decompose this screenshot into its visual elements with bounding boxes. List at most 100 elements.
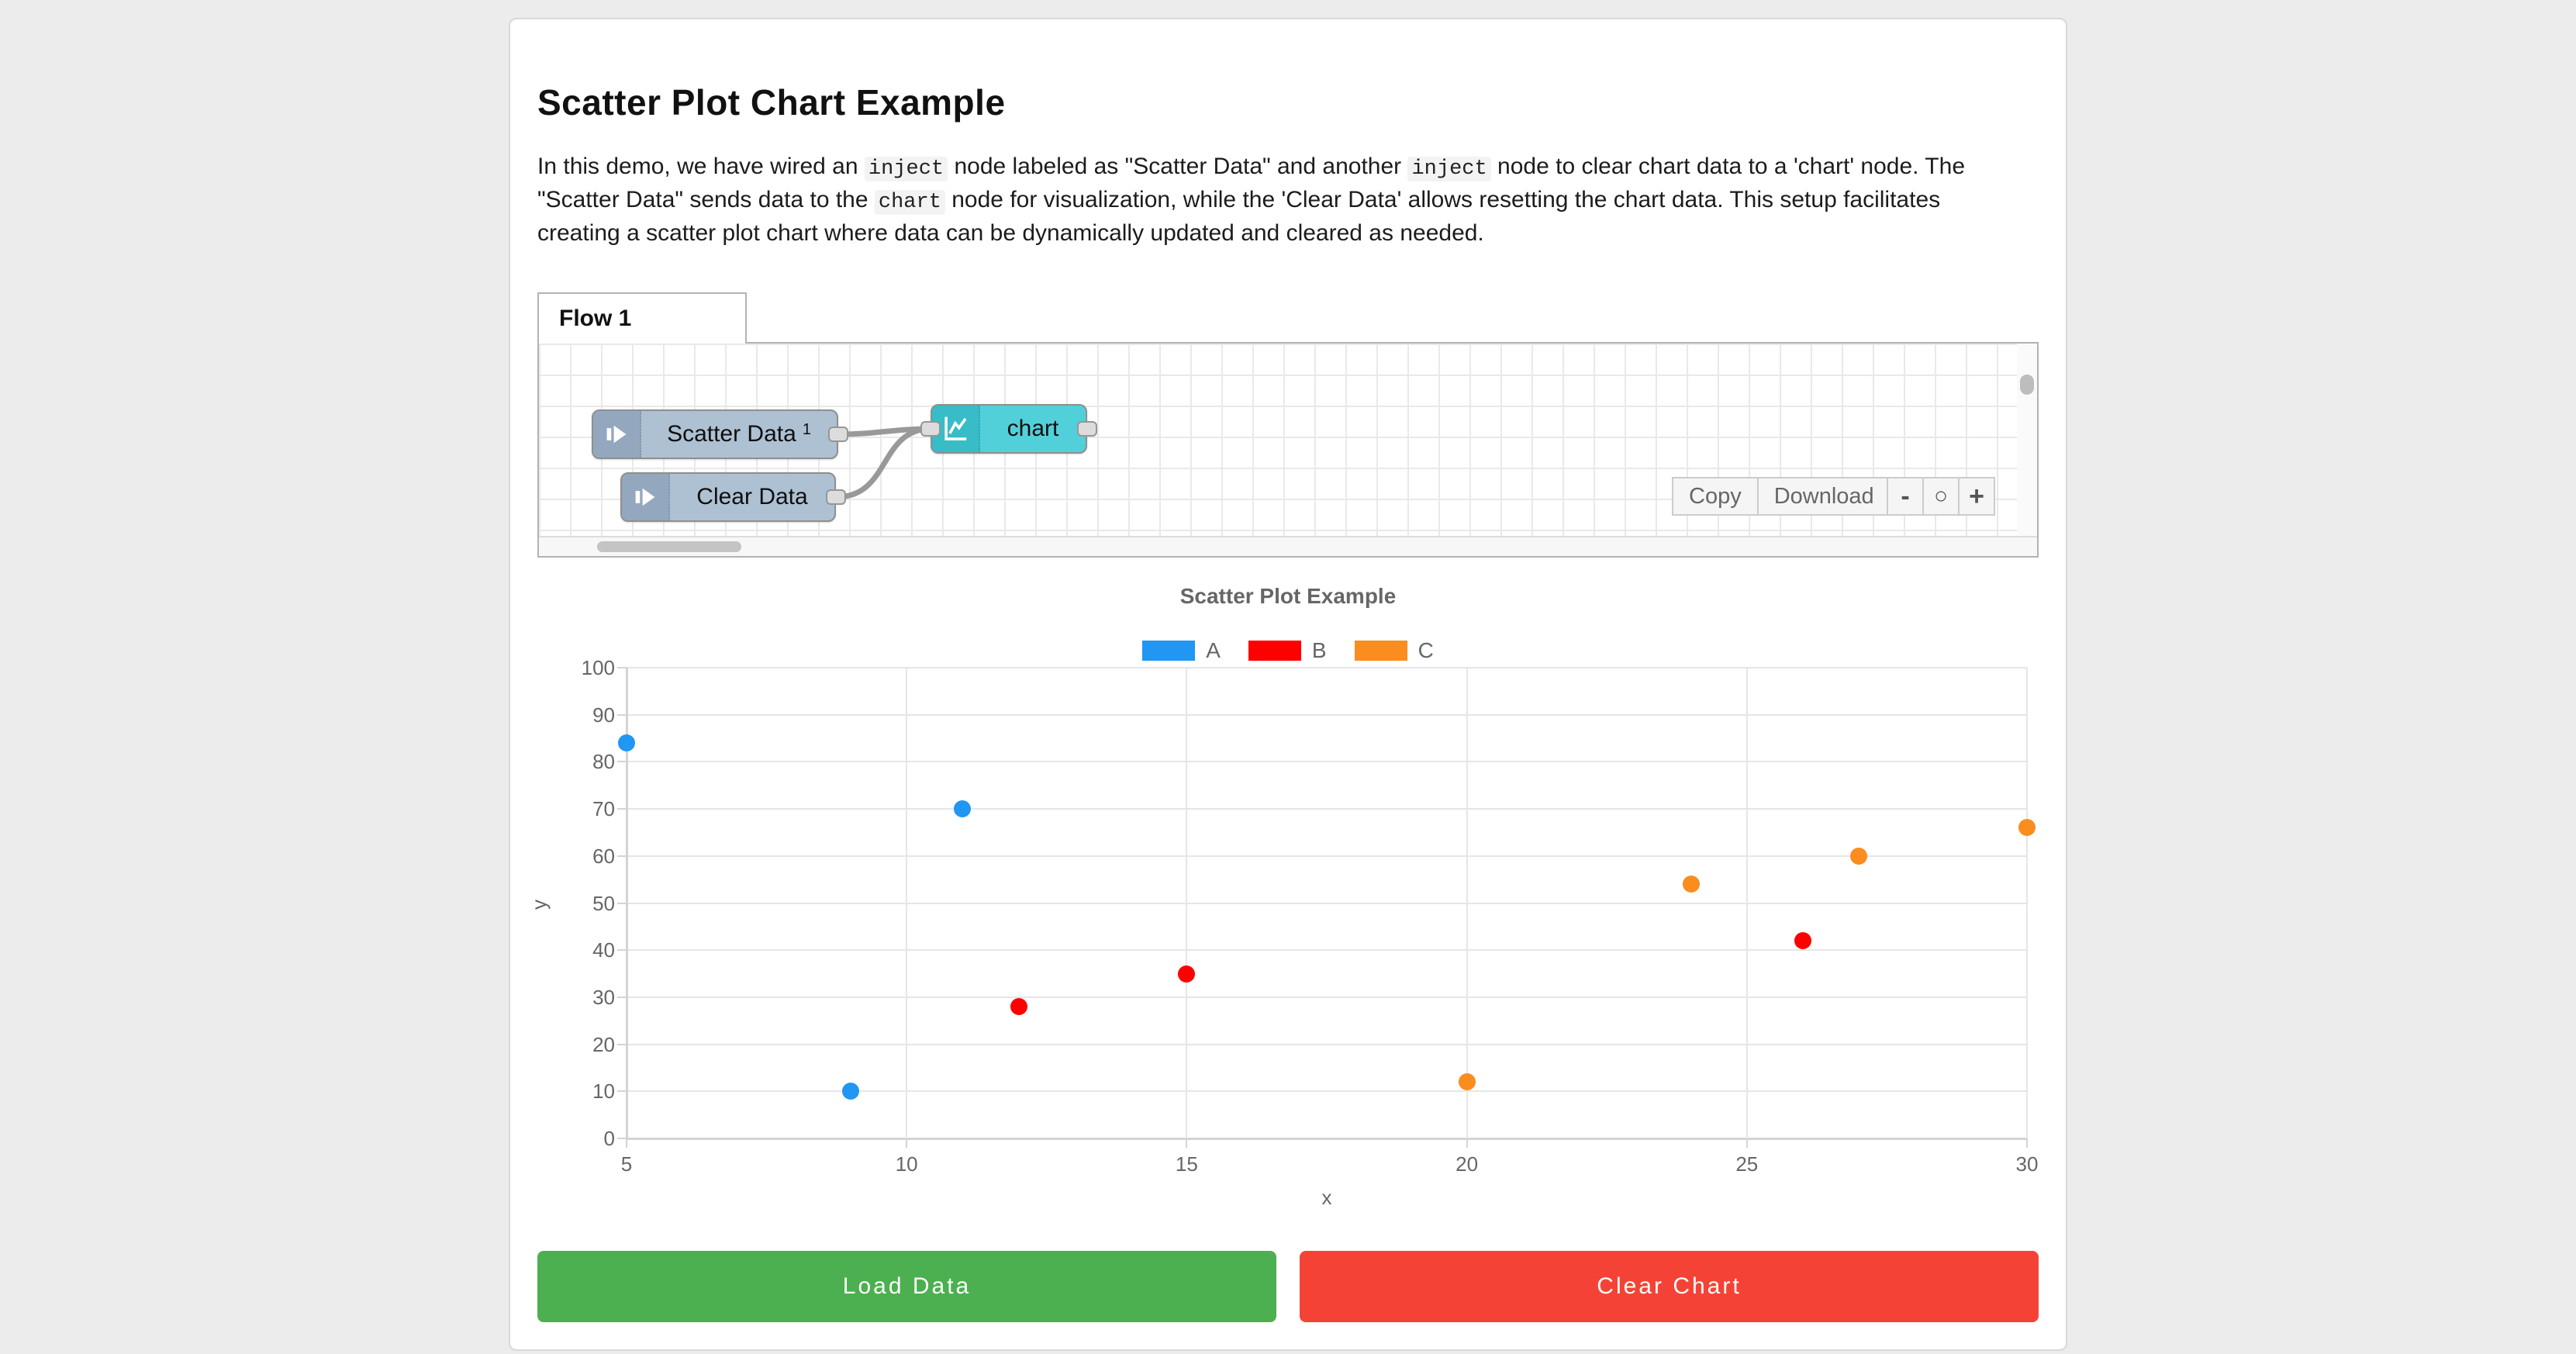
inline-code-chart: chart	[874, 190, 945, 215]
x-tick-mark	[906, 1138, 908, 1148]
x-tick-label: 5	[620, 1152, 633, 1176]
clear-chart-button[interactable]: Clear Chart	[1300, 1251, 2039, 1322]
zoom-reset-button[interactable]: ○	[1922, 477, 1960, 516]
load-data-button[interactable]: Load Data	[537, 1251, 1276, 1322]
gridline-x	[626, 668, 628, 1138]
gridline-y	[627, 761, 2027, 763]
legend-label: A	[1206, 638, 1221, 662]
legend-item-b[interactable]: B	[1248, 638, 1327, 663]
node-chart[interactable]: chart	[931, 404, 1087, 454]
port-chart-input[interactable]	[920, 421, 941, 437]
y-tick-mark	[617, 713, 627, 716]
node-label: chart	[1007, 416, 1059, 441]
gridline-y	[627, 713, 2027, 716]
flow-editor: Flow 1 Scatter Data 1 Clear Data	[537, 292, 2039, 558]
data-point-b	[1794, 932, 1812, 950]
y-tick-label: 90	[592, 703, 615, 727]
gridline-y	[627, 996, 2027, 998]
legend-label: C	[1417, 638, 1434, 662]
node-label: Scatter Data 1	[667, 420, 811, 447]
page-title: Scatter Plot Chart Example	[537, 82, 1006, 123]
y-tick-mark	[617, 1138, 627, 1139]
gridline-x	[1186, 668, 1188, 1138]
flow-vertical-scrollbar[interactable]	[2017, 344, 2037, 536]
wire-clear-to-chart	[834, 426, 934, 500]
y-tick-mark	[617, 996, 627, 998]
x-tick-label: 15	[1175, 1152, 1198, 1176]
legend-item-a[interactable]: A	[1142, 638, 1221, 663]
legend-swatch	[1142, 641, 1196, 661]
y-tick-label: 70	[592, 797, 615, 821]
chart-legend: A B C	[537, 638, 2039, 663]
gridline-y	[627, 1138, 2027, 1140]
gridline-x	[1746, 668, 1748, 1138]
port-clear-output[interactable]	[826, 489, 846, 505]
intro-text: In this demo, we have wired an	[537, 154, 865, 179]
inline-code-inject: inject	[1407, 157, 1491, 181]
x-tick-mark	[2026, 1138, 2028, 1148]
gridline-y	[627, 855, 2027, 857]
gridline-x	[1466, 668, 1468, 1138]
x-tick-label: 10	[895, 1152, 918, 1176]
gridline-y	[627, 667, 2027, 668]
gridline-y	[627, 1090, 2027, 1093]
legend-swatch	[1248, 641, 1301, 661]
data-point-b	[1178, 965, 1196, 983]
plot-area: 0 10 20 30 40 50 60 70 80 90 100	[582, 656, 2036, 1150]
intro-paragraph: In this demo, we have wired an inject no…	[537, 151, 2026, 249]
x-tick-mark	[1466, 1138, 1468, 1148]
y-tick-label: 80	[592, 750, 615, 774]
y-tick-label: 100	[581, 656, 615, 679]
chart-section: Scatter Plot Example A B C y 0 10 20 30 40 50…	[527, 584, 2039, 1220]
port-chart-output[interactable]	[1077, 421, 1097, 437]
chart-title: Scatter Plot Example	[1179, 584, 1397, 608]
legend-label: B	[1311, 638, 1327, 662]
flow-horizontal-scrollbar[interactable]	[539, 536, 2037, 556]
intro-text: node for visualization, while the 'Clear…	[537, 187, 1941, 246]
scatter-plot: y 0 10 20 30 40 50 60 70 80 90 100 x 5 10 15 20 25 30	[527, 656, 2039, 1220]
data-point-a	[618, 734, 635, 752]
y-tick-mark	[617, 808, 627, 810]
node-clear-data[interactable]: Clear Data	[620, 472, 836, 522]
legend-item-c[interactable]: C	[1354, 638, 1434, 663]
y-tick-label: 40	[592, 938, 615, 962]
wire-scatter-to-chart	[836, 426, 934, 437]
data-point-c	[1850, 847, 1868, 865]
vertical-scrollbar-thumb[interactable]	[2020, 375, 2034, 395]
flow-canvas[interactable]: Scatter Data 1 Clear Data chart	[537, 342, 2039, 558]
y-tick-mark	[617, 761, 627, 763]
gridline-y	[627, 1043, 2027, 1045]
y-tick-mark	[617, 902, 627, 904]
download-button[interactable]: Download	[1756, 477, 1891, 516]
y-tick-mark	[617, 667, 627, 668]
gridline-y	[627, 949, 2027, 952]
gridline-y	[627, 808, 2027, 810]
zoom-out-button[interactable]: -	[1887, 477, 1924, 516]
y-tick-label: 60	[592, 844, 615, 868]
copy-button[interactable]: Copy	[1672, 477, 1759, 516]
flow-tab[interactable]: Flow 1	[537, 292, 747, 344]
flow-zoom-toolbar: - ○ +	[1887, 477, 1995, 516]
data-point-c	[1458, 1073, 1476, 1091]
node-scatter-data[interactable]: Scatter Data 1	[592, 409, 838, 459]
y-tick-label: 30	[592, 985, 615, 1009]
data-point-a	[841, 1083, 859, 1100]
x-tick-label: 30	[2015, 1152, 2039, 1176]
zoom-in-button[interactable]: +	[1958, 477, 1995, 516]
x-tick-label: 20	[1455, 1152, 1479, 1176]
horizontal-scrollbar-thumb[interactable]	[597, 541, 741, 552]
x-tick-mark	[1746, 1138, 1748, 1148]
x-tick-mark	[626, 1138, 627, 1148]
y-tick-label: 0	[603, 1127, 615, 1150]
y-tick-mark	[617, 855, 627, 857]
data-point-c	[1682, 876, 1700, 893]
x-tick-label: 25	[1735, 1152, 1759, 1176]
y-tick-label: 50	[592, 891, 615, 915]
node-label: Clear Data	[696, 484, 808, 509]
y-tick-mark	[617, 1043, 627, 1045]
y-tick-label: 20	[592, 1032, 615, 1056]
inject-icon	[593, 411, 641, 458]
gridline-y	[627, 902, 2027, 904]
legend-swatch	[1354, 641, 1407, 661]
port-scatter-output[interactable]	[828, 427, 848, 442]
